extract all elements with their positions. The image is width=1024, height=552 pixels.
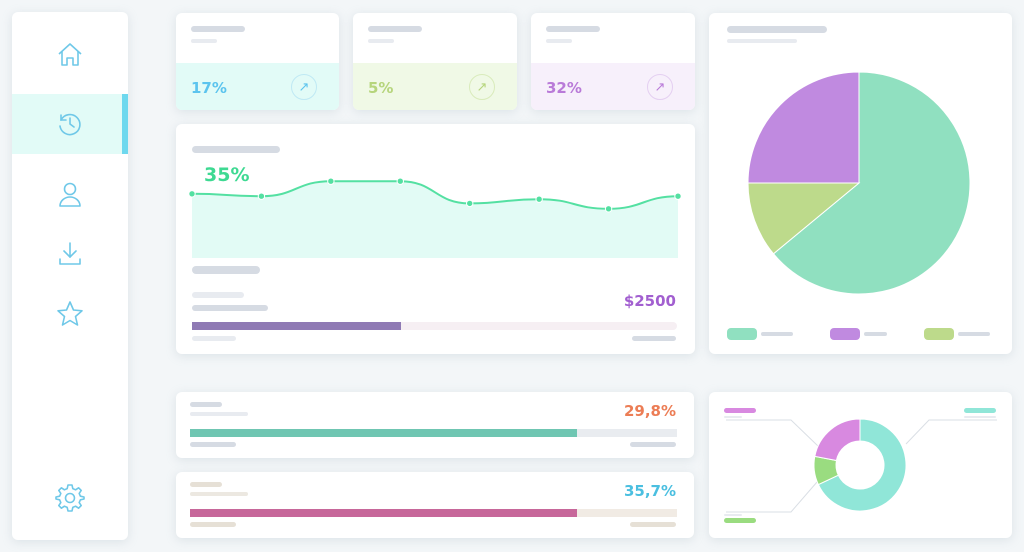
home-icon (58, 43, 82, 66)
legend-swatch (830, 328, 860, 340)
stat-value: 32% (546, 79, 582, 97)
legend-label-placeholder (958, 332, 990, 336)
nav-item-download[interactable] (12, 224, 128, 284)
metric-value: 35,7% (623, 482, 676, 500)
metric-progress-fill (190, 509, 578, 517)
amount-progress-track (192, 322, 677, 330)
stat-value: 5% (368, 79, 394, 97)
placeholder-line (192, 336, 236, 341)
metric-value: 29,8% (623, 402, 676, 420)
donut-card (709, 392, 1012, 538)
stat-value: 17% (191, 79, 227, 97)
nav-item-favorites[interactable] (12, 284, 128, 344)
placeholder-title (191, 26, 245, 32)
line-point (188, 190, 196, 198)
line-point (466, 199, 474, 208)
stat-card-3: 32% ↗ (531, 13, 695, 110)
line-point (396, 177, 404, 185)
nav-item-history[interactable] (12, 94, 128, 154)
arrow-up-right-icon[interactable]: ↗ (647, 74, 673, 100)
placeholder-line (190, 442, 236, 447)
legend-label-placeholder (864, 332, 887, 336)
placeholder-line (190, 522, 236, 527)
line-point (604, 205, 613, 213)
trend-card: 35% $2500 (176, 124, 695, 354)
placeholder-subtitle (190, 492, 248, 496)
legend-label-placeholder (964, 416, 996, 418)
leader-line (726, 481, 818, 513)
placeholder-subtitle (727, 39, 797, 43)
leader-line (905, 419, 997, 445)
pie-slice (772, 71, 971, 295)
pie-slice (747, 182, 861, 255)
legend-swatch (724, 408, 756, 413)
placeholder-line (630, 522, 676, 527)
stat-card-band: 32% ↗ (531, 63, 695, 110)
placeholder-line (192, 305, 268, 311)
placeholder-subtitle (368, 39, 394, 43)
placeholder-title (192, 146, 280, 153)
metric-progress-fill (190, 429, 578, 437)
pie-slice (814, 418, 861, 462)
placeholder-label (192, 266, 260, 274)
active-indicator (122, 94, 128, 154)
arrow-up-right-icon[interactable]: ↗ (291, 74, 317, 100)
nav-item-user[interactable] (12, 164, 128, 224)
metric-progress-track (190, 509, 677, 517)
placeholder-subtitle (191, 39, 217, 43)
line-point (257, 192, 266, 200)
donut-chart (726, 418, 997, 513)
metric-card-2: 35,7% (176, 472, 694, 538)
legend-label-placeholder (724, 416, 742, 418)
nav-item-home[interactable] (12, 24, 128, 84)
placeholder-title (190, 402, 222, 407)
placeholder-title (727, 26, 827, 33)
legend-swatch (724, 518, 756, 523)
placeholder-title (368, 26, 422, 32)
stat-card-band: 5% ↗ (353, 63, 517, 110)
placeholder-line (192, 292, 244, 298)
trend-value: 35% (204, 164, 250, 186)
legend-label-placeholder (761, 332, 793, 336)
history-icon (59, 113, 81, 136)
line-chart (188, 177, 682, 258)
pie-chart (747, 71, 971, 295)
placeholder-title (190, 482, 222, 487)
stat-card-band: 17% ↗ (176, 63, 339, 110)
pie-slice (747, 71, 860, 184)
amount-value: $2500 (623, 292, 676, 310)
placeholder-subtitle (546, 39, 572, 43)
leader-line (726, 419, 820, 448)
pie-slice (817, 418, 907, 512)
placeholder-subtitle (190, 412, 248, 416)
placeholder-line (630, 442, 676, 447)
nav-item-settings[interactable] (12, 468, 128, 528)
placeholder-title (546, 26, 600, 32)
line-point (535, 195, 543, 203)
user-icon (59, 182, 81, 207)
download-icon (59, 242, 81, 265)
legend-swatch (964, 408, 996, 413)
metric-progress-track (190, 429, 677, 437)
amount-progress-fill (192, 322, 401, 330)
line-point (327, 177, 335, 185)
stat-card-1: 17% ↗ (176, 13, 339, 110)
line-point (674, 192, 682, 200)
arrow-up-right-icon[interactable]: ↗ (469, 74, 495, 100)
legend-swatch (924, 328, 954, 340)
sidebar (12, 12, 128, 540)
placeholder-line (632, 336, 676, 341)
stat-card-2: 5% ↗ (353, 13, 517, 110)
star-icon (57, 301, 83, 326)
metric-card-1: 29,8% (176, 392, 694, 458)
legend-label-placeholder (724, 514, 742, 516)
gear-icon (55, 484, 85, 512)
legend-swatch (727, 328, 757, 340)
pie-card (709, 13, 1012, 354)
